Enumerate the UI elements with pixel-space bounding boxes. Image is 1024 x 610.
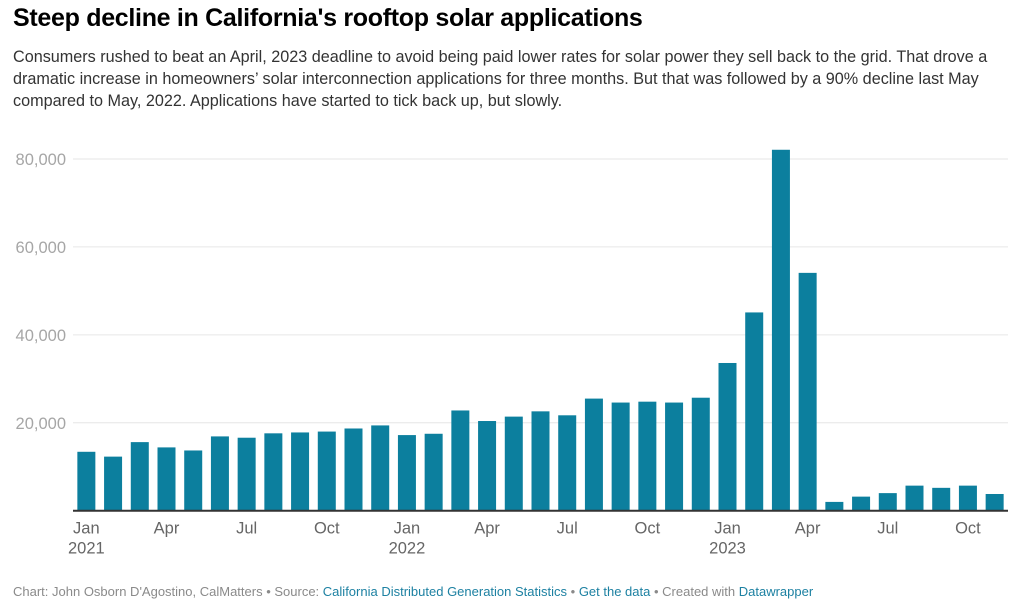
bar[interactable]: 2023-02: 45,100 — [745, 312, 764, 511]
source-separator: • Source: — [262, 584, 323, 599]
bar[interactable]: 2021-02: 12,300 — [104, 456, 123, 511]
x-tick-year-label: 2023 — [709, 540, 746, 558]
credit-text: Chart: John Osborn D'Agostino, CalMatter… — [13, 584, 263, 599]
bar[interactable]: 2022-11: 24,600 — [665, 402, 684, 511]
bar[interactable]: 2022-05: 21,400 — [504, 416, 523, 511]
x-tick-label: Oct — [955, 520, 981, 538]
y-tick-label: 20,000 — [16, 415, 66, 433]
bar[interactable]: 2021-08: 17,600 — [264, 433, 283, 511]
gridlines — [73, 158, 1008, 424]
chart-title: Steep decline in California's rooftop so… — [13, 4, 643, 32]
bar[interactable]: 2023-06: 3,200 — [852, 496, 871, 511]
bar[interactable]: 2023-01: 33,600 — [718, 362, 737, 511]
bar[interactable]: 2022-04: 20,400 — [478, 421, 497, 511]
bar[interactable]: 2023-03: 82,100 — [771, 149, 790, 511]
bars: 2021-01: 13,400 2021-02: 12,300 2021-03: 1… — [77, 149, 1004, 511]
x-tick-label: Apr — [154, 520, 180, 538]
bar[interactable]: 2023-11: 3,800 — [985, 493, 1004, 511]
bar[interactable]: 2022-03: 22,800 — [451, 410, 470, 511]
bar[interactable]: 2021-11: 18,700 — [344, 428, 363, 511]
x-tick-label: Jul — [557, 520, 578, 538]
bar[interactable]: 2021-01: 13,400 — [77, 451, 96, 511]
x-tick-year-label: 2021 — [68, 540, 105, 558]
bar[interactable]: 2021-12: 19,400 — [371, 425, 390, 511]
chart-footer: Chart: John Osborn D'Agostino, CalMatter… — [13, 584, 813, 599]
y-axis: 20,000 40,000 60,000 80,000 — [16, 151, 66, 433]
bar[interactable]: 2022-10: 24,800 — [638, 401, 657, 511]
bar[interactable]: 2022-07: 21,700 — [558, 415, 577, 511]
get-data-link[interactable]: Get the data — [578, 584, 651, 599]
bar[interactable]: 2023-04: 54,100 — [798, 272, 817, 511]
y-tick-label: 60,000 — [16, 239, 66, 257]
x-tick-label: Jul — [877, 520, 898, 538]
x-tick-label: Jan — [394, 520, 421, 538]
datawrapper-link[interactable]: Datawrapper — [738, 584, 814, 599]
bar[interactable]: 2021-04: 14,400 — [157, 447, 176, 511]
bar[interactable]: 2023-09: 5,200 — [932, 487, 951, 511]
bar[interactable]: 2022-02: 17,500 — [424, 433, 443, 511]
bar[interactable]: 2021-10: 18,000 — [317, 431, 336, 511]
bar[interactable]: 2022-01: 17,200 — [397, 435, 416, 511]
bar[interactable]: 2022-09: 24,600 — [611, 402, 630, 511]
y-tick-label: 40,000 — [16, 327, 66, 345]
bar[interactable]: 2021-06: 16,900 — [210, 436, 229, 511]
bar[interactable]: 2023-10: 5,700 — [958, 485, 977, 511]
x-axis: Jan 2021 Apr Jul Oct Jan 2022 Apr Jul Oct Jan 2023 A… — [68, 520, 981, 558]
x-tick-label: Apr — [474, 520, 500, 538]
x-tick-label: Jan — [714, 520, 741, 538]
x-tick-label: Apr — [795, 520, 821, 538]
chart-description: Consumers rushed to beat an April, 2023 … — [13, 48, 988, 110]
bar[interactable]: 2022-12: 25,700 — [691, 397, 710, 511]
x-tick-label: Jan — [73, 520, 100, 538]
bar[interactable]: 2023-05: 2,000 — [825, 501, 844, 511]
bar[interactable]: 2021-09: 17,800 — [291, 432, 310, 511]
created-with-text: • Created with — [650, 584, 739, 599]
x-tick-label: Oct — [635, 520, 661, 538]
bar[interactable]: 2022-06: 22,600 — [531, 411, 550, 511]
bar-chart: 20,000 40,000 60,000 80,000 2021-01: 13,400… — [16, 149, 1008, 558]
bar[interactable]: 2023-08: 5,700 — [905, 485, 924, 511]
bar[interactable]: 2021-03: 15,600 — [130, 442, 149, 511]
x-tick-label: Jul — [236, 520, 257, 538]
source-link[interactable]: California Distributed Generation Statis… — [322, 584, 568, 599]
x-tick-label: Oct — [314, 520, 340, 538]
bar[interactable]: 2023-07: 4,000 — [878, 493, 897, 511]
x-tick-year-label: 2022 — [389, 540, 426, 558]
bar[interactable]: 2022-08: 25,500 — [584, 398, 603, 511]
bar[interactable]: 2021-05: 13,700 — [184, 450, 203, 511]
separator: • — [567, 584, 579, 599]
y-tick-label: 80,000 — [16, 151, 66, 169]
bar[interactable]: 2021-07: 16,600 — [237, 437, 256, 511]
